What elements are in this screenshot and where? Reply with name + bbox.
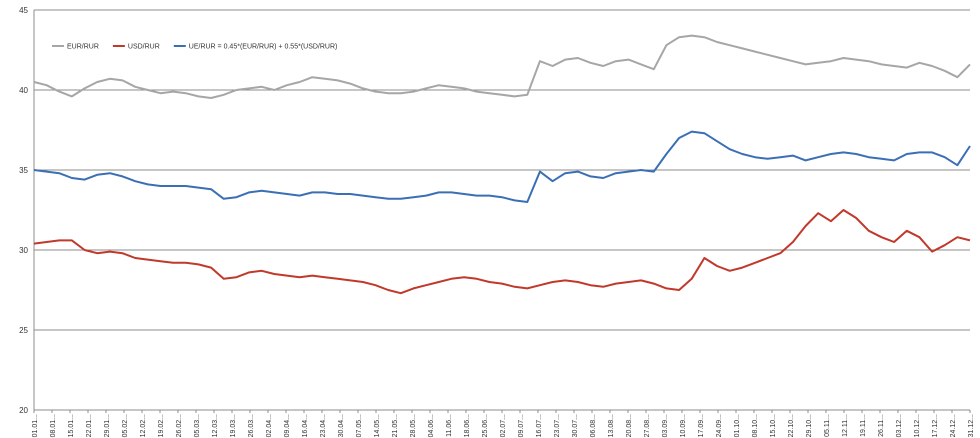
axes: [33, 10, 971, 413]
x-axis-tick-labels: 01.01... 08.01... 15.01... 22.01... 29.01...…: [32, 414, 975, 437]
series-line-1: [33, 209, 971, 295]
x-tick-label: 03.09...: [662, 414, 669, 437]
x-tick-label: 10.09...: [680, 414, 687, 437]
y-tick-label: 35: [19, 166, 28, 175]
x-tick-label: 24.12...: [950, 414, 957, 437]
x-tick-label: 14.05...: [374, 414, 381, 437]
x-tick-label: 17.09...: [698, 414, 705, 437]
x-tick-label: 31.12...: [968, 414, 975, 437]
x-tick-label: 02.04...: [266, 414, 273, 437]
x-tick-label: 18.06...: [464, 414, 471, 437]
x-tick-label: 05.02...: [122, 414, 129, 437]
x-tick-label: 10.12...: [914, 414, 921, 437]
series-lines: [33, 34, 971, 295]
x-tick-label: 09.04...: [284, 414, 291, 437]
x-tick-label: 05.11...: [824, 414, 831, 437]
x-tick-label: 19.11...: [860, 414, 867, 437]
series-line-0: [33, 34, 971, 99]
x-tick-label: 19.03...: [230, 414, 237, 437]
x-tick-label: 22.01...: [86, 414, 93, 437]
x-tick-label: 25.06...: [482, 414, 489, 437]
x-tick-label: 30.04...: [338, 414, 345, 437]
gridlines: [34, 9, 970, 411]
x-tick-label: 01.10...: [734, 414, 741, 437]
x-tick-label: 26.02...: [176, 414, 183, 437]
y-tick-label: 45: [19, 6, 28, 15]
x-tick-label: 23.04...: [320, 414, 327, 437]
x-tick-label: 12.02...: [140, 414, 147, 437]
x-tick-label: 02.07...: [500, 414, 507, 437]
x-tick-label: 06.08...: [590, 414, 597, 437]
x-tick-label: 22.10...: [788, 414, 795, 437]
series-line-2: [33, 130, 971, 203]
x-tick-label: 19.02...: [158, 414, 165, 437]
x-tick-label: 03.12...: [896, 414, 903, 437]
x-tick-label: 05.03...: [194, 414, 201, 437]
x-tick-label: 09.07...: [518, 414, 525, 437]
x-tick-label: 26.11...: [878, 414, 885, 437]
x-tick-label: 12.03...: [212, 414, 219, 437]
legend-label: USD/RUR: [128, 44, 160, 51]
x-tick-label: 16.07...: [536, 414, 543, 437]
x-tick-label: 13.08...: [608, 414, 615, 437]
x-tick-label: 23.07...: [554, 414, 561, 437]
y-tick-label: 40: [19, 86, 28, 95]
x-tick-label: 08.01...: [50, 414, 57, 437]
x-tick-label: 08.10...: [752, 414, 759, 437]
y-tick-label: 20: [19, 406, 28, 415]
x-tick-label: 15.01...: [68, 414, 75, 437]
x-tick-label: 15.10...: [770, 414, 777, 437]
x-tick-label: 29.01...: [104, 414, 111, 437]
x-tick-label: 29.10...: [806, 414, 813, 437]
y-tick-label: 30: [19, 246, 28, 255]
y-tick-label: 25: [19, 326, 28, 335]
x-tick-label: 12.11...: [842, 414, 849, 437]
x-tick-label: 30.07...: [572, 414, 579, 437]
x-tick-label: 24.09...: [716, 414, 723, 437]
x-tick-label: 20.08...: [626, 414, 633, 437]
legend-label: EUR/RUR: [67, 44, 99, 51]
x-tick-label: 07.05...: [356, 414, 363, 437]
x-tick-label: 27.08...: [644, 414, 651, 437]
legend: EUR/RUR USD/RUR UE/RUR = 0.45*(EUR/RUR) + …: [52, 44, 337, 51]
x-tick-label: 16.04...: [302, 414, 309, 437]
x-tick-label: 17.12...: [932, 414, 939, 437]
x-tick-label: 21.05...: [392, 414, 399, 437]
x-tick-label: 01.01...: [32, 414, 39, 437]
x-tick-label: 28.05...: [410, 414, 417, 437]
x-tick-label: 04.06...: [428, 414, 435, 437]
legend-label: UE/RUR = 0.45*(EUR/RUR) + 0.55*(USD/RUR): [189, 44, 338, 51]
y-axis-tick-labels: 20 25 30 35 40 45: [19, 6, 28, 415]
x-tick-label: 11.06...: [446, 414, 453, 437]
x-tick-label: 26.03...: [248, 414, 255, 437]
